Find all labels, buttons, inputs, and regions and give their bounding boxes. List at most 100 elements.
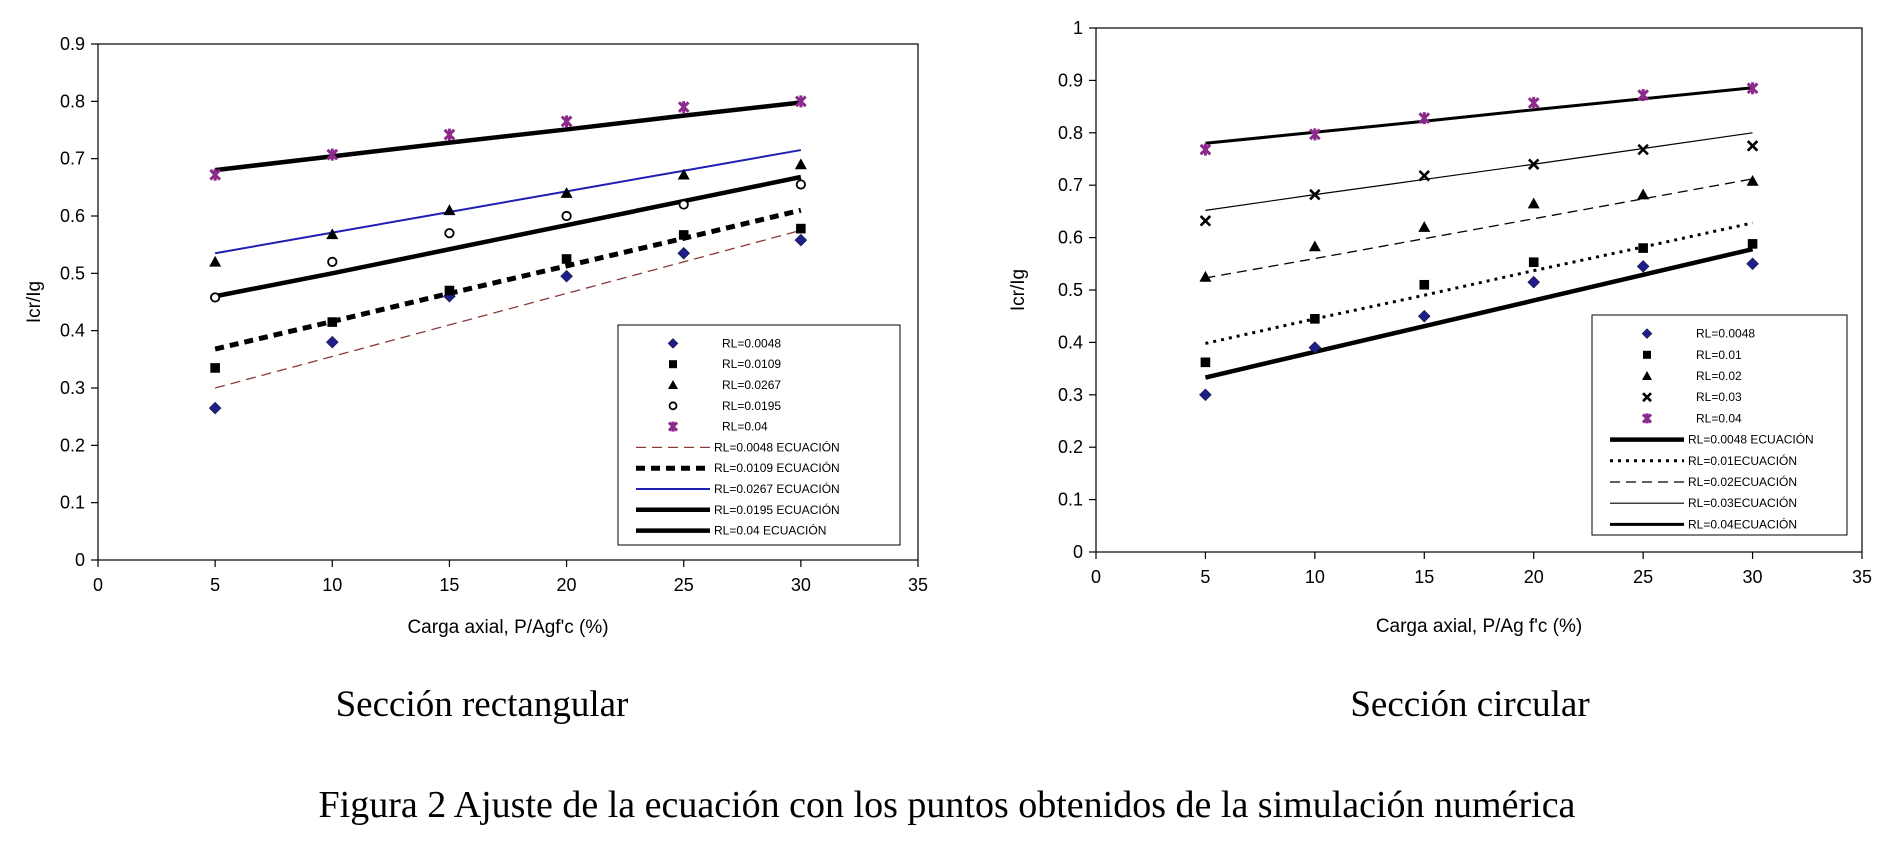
y-tick-label: 0.3	[60, 378, 85, 398]
y-tick-label: 0.9	[1058, 70, 1083, 90]
data-point-series-2	[210, 363, 220, 373]
data-point-series-3	[209, 255, 222, 267]
data-point-series-4	[327, 256, 338, 267]
data-point-series-4	[795, 179, 806, 190]
data-point-series-1	[1308, 341, 1322, 354]
data-point-series-3	[1199, 270, 1212, 282]
x-tick-label: 15	[1414, 567, 1434, 587]
equation-line-3	[214, 149, 802, 255]
y-tick-label: 0.6	[1058, 228, 1083, 248]
data-point-series-5	[1199, 143, 1212, 156]
y-tick-label: 0.2	[1058, 437, 1083, 457]
data-point-series-2	[1310, 314, 1320, 324]
equation-line-4	[214, 174, 802, 299]
legend-marker	[667, 421, 679, 432]
y-tick-label: 0	[75, 550, 85, 570]
data-point-series-5	[560, 115, 573, 128]
data-point-series-3	[1637, 188, 1650, 200]
legend-entry-label: RL=0.01	[1696, 348, 1742, 362]
x-tick-label: 10	[1305, 567, 1325, 587]
data-point-series-4	[561, 210, 572, 222]
subcaption-rectangular: Sección rectangular	[336, 684, 629, 725]
data-point-series-4	[444, 228, 455, 239]
legend-marker	[1643, 350, 1651, 359]
data-point-series-2	[327, 317, 338, 327]
legend-entry-label: RL=0.02ECUACIÓN	[1688, 474, 1797, 489]
data-point-series-4	[1309, 188, 1321, 201]
legend-entry-label: RL=0.0195	[722, 399, 781, 413]
data-point-series-1	[1417, 309, 1431, 323]
data-point-series-4	[1199, 215, 1212, 227]
data-point-series-4	[1746, 140, 1759, 152]
data-point-series-2	[1747, 239, 1758, 249]
x-tick-label: 10	[322, 575, 342, 595]
x-tick-label: 35	[1852, 567, 1872, 587]
chart-circular: 00.10.20.30.40.50.60.70.80.910 5 10 15 20 25 3…	[1008, 18, 1872, 637]
data-point-series-4	[210, 292, 221, 303]
equation-line-2	[1205, 221, 1753, 345]
data-point-series-2	[444, 285, 455, 296]
data-point-series-2	[1419, 279, 1430, 290]
y-tick-label: 1	[1073, 18, 1083, 38]
data-point-series-1	[677, 246, 691, 260]
legend-entry-label: RL=0.0109	[722, 357, 781, 371]
legend-entry-label: RL=0.02	[1696, 369, 1742, 383]
subcaption-circular: Sección circular	[1350, 684, 1589, 725]
x-tick-label: 35	[908, 575, 928, 595]
legend-entry-label: RL=0.04ECUACIÓN	[1688, 516, 1797, 531]
y-tick-label: 0.9	[60, 34, 85, 54]
data-point-series-5	[1418, 112, 1431, 125]
data-point-series-1	[325, 335, 339, 349]
x-axis-label: Carga axial, P/Ag f'c (%)	[1376, 616, 1582, 637]
data-point-series-5	[1527, 96, 1540, 109]
x-tick-label: 0	[93, 575, 103, 595]
legend-box	[1591, 314, 1848, 536]
legend-entry-label: RL=0.0048	[722, 336, 781, 350]
data-point-series-1	[794, 233, 808, 247]
data-point-series-2	[561, 254, 572, 264]
y-tick-label: 0.8	[1058, 123, 1083, 143]
equation-line-1	[214, 229, 802, 389]
chart-rectangular: 0 0.1 0.2 0.3 0.4 0.5 0.6 0.7 0.8 0.9 0 5 10 15 20 25 30…	[24, 34, 928, 638]
legend-entry-label: RL=0.03ECUACIÓN	[1688, 495, 1797, 510]
y-tick-label: 0.2	[60, 435, 85, 455]
equation-line-1	[1204, 246, 1754, 380]
y-tick-label: 0.1	[1058, 490, 1083, 510]
data-point-series-4	[1527, 158, 1540, 170]
data-point-series-1	[1199, 388, 1212, 402]
data-point-series-3	[677, 168, 690, 180]
x-tick-label: 20	[1524, 567, 1544, 587]
x-tick-label: 5	[210, 575, 220, 595]
x-tick-label: 5	[1200, 567, 1210, 587]
data-point-series-1	[1527, 275, 1541, 289]
equation-line-4	[1205, 132, 1753, 211]
legend-entry-label: RL=0.0267	[722, 378, 781, 392]
y-tick-label: 0.7	[60, 149, 85, 169]
data-point-series-5	[1308, 128, 1321, 141]
legend-marker	[668, 401, 678, 411]
legend-marker	[669, 360, 677, 369]
data-point-series-4	[1637, 143, 1649, 156]
legend-entry-label: RL=0.03	[1696, 390, 1742, 404]
data-point-series-1	[560, 269, 573, 283]
legend-entry-label: RL=0.0048 ECUACIÓN	[714, 439, 840, 454]
data-point-series-4	[1418, 170, 1431, 182]
data-point-series-2	[1528, 257, 1539, 268]
legend-entry-label: RL=0.01ECUACIÓN	[1688, 453, 1797, 468]
data-point-series-1	[1636, 260, 1650, 273]
data-point-series-3	[1418, 221, 1431, 232]
data-point-series-2	[678, 230, 689, 240]
legend-entry-label: RL=0.0267 ECUACIÓN	[714, 481, 840, 496]
data-point-series-5	[677, 101, 690, 114]
data-point-series-3	[443, 204, 456, 216]
figure-caption: Figura 2 Ajuste de la ecuación con los p…	[319, 784, 1576, 826]
y-tick-label: 0	[1073, 542, 1083, 562]
y-tick-label: 0.8	[60, 91, 85, 111]
legend-entry-label: RL=0.0195 ECUACIÓN	[714, 502, 840, 517]
x-tick-label: 0	[1091, 567, 1101, 587]
data-point-series-3	[1527, 197, 1540, 209]
data-point-series-3	[560, 187, 573, 198]
data-point-series-2	[796, 223, 806, 234]
y-tick-label: 0.5	[60, 263, 85, 283]
